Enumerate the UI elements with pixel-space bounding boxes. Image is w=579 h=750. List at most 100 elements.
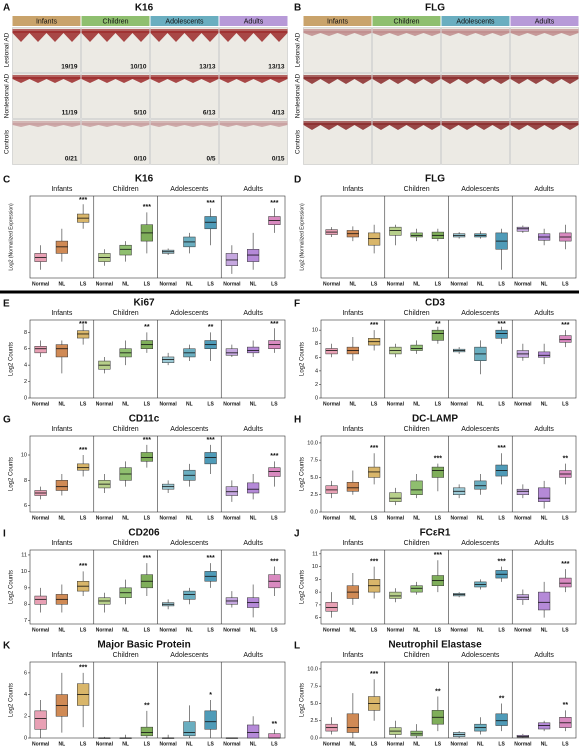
epidermis-band	[81, 29, 150, 33]
y-axis-label: Log2 (Normalized Expression)	[299, 203, 305, 271]
significance: ***	[498, 445, 506, 452]
x-tick-label: LS	[371, 281, 378, 287]
x-tick-label: Normal	[32, 741, 50, 747]
group-label: Infants	[51, 426, 73, 433]
group-label: Adolescents	[170, 186, 209, 193]
panel-title: FCεR1	[420, 528, 451, 539]
histology-image	[81, 119, 150, 165]
group-label: Children	[113, 186, 139, 193]
epidermis-band	[510, 29, 579, 33]
x-tick-label: LS	[207, 401, 214, 407]
box	[431, 329, 444, 341]
panel-letter: G	[3, 415, 11, 426]
x-tick-label: LS	[498, 281, 505, 287]
group-label: Adolescents	[170, 540, 209, 547]
box	[495, 329, 508, 339]
group-label: Infants	[342, 186, 364, 193]
significance: ***	[498, 321, 506, 328]
significance: ***	[270, 200, 278, 207]
group-label: Children	[113, 426, 139, 433]
x-tick-label: LS	[371, 515, 378, 521]
y-axis-label: Log2 Counts	[9, 570, 15, 604]
y-tick-label: 10	[312, 328, 318, 334]
histology-image	[219, 119, 288, 165]
y-tick-label: 2	[315, 382, 318, 388]
epidermis-band	[150, 75, 219, 79]
x-tick-label: LS	[207, 515, 214, 521]
column-label: Infants	[36, 18, 58, 25]
significance: ***	[79, 447, 87, 454]
y-axis-label: Log2 Counts	[300, 342, 306, 376]
y-tick-label: 4	[315, 368, 318, 374]
column-label: Adults	[244, 18, 264, 25]
box	[346, 482, 359, 492]
x-tick-label: Normal	[451, 401, 469, 407]
x-tick-label: NL	[541, 281, 548, 287]
x-tick-label: Normal	[32, 515, 50, 521]
row-label: Nonlesional AD	[4, 73, 11, 118]
panel-title: Neutrophil Elastase	[388, 640, 482, 651]
x-tick-label: NL	[186, 281, 193, 287]
x-tick-label: LS	[435, 627, 442, 633]
x-tick-label: NL	[477, 627, 484, 633]
group-label: Adults	[534, 186, 554, 193]
x-tick-label: LS	[80, 627, 87, 633]
significance: ***	[561, 561, 569, 568]
significance: **	[208, 324, 214, 331]
x-tick-label: LS	[271, 281, 278, 287]
histology-image	[303, 27, 372, 73]
x-tick-label: LS	[80, 515, 87, 521]
group-label: Adolescents	[461, 186, 500, 193]
x-tick-label: Normal	[387, 281, 405, 287]
panel-letter: E	[3, 299, 10, 310]
x-tick-label: Normal	[96, 741, 114, 747]
epidermis-band	[441, 75, 510, 79]
group-label: Infants	[51, 186, 73, 193]
box	[140, 452, 153, 462]
group-label: Adults	[534, 310, 554, 317]
x-tick-label: Normal	[387, 401, 405, 407]
fraction: 6/13	[203, 110, 216, 117]
x-tick-label: NL	[59, 515, 66, 521]
group-label: Children	[404, 310, 430, 317]
x-tick-label: Normal	[223, 741, 241, 747]
x-tick-label: LS	[371, 401, 378, 407]
y-tick-label: 10	[312, 564, 318, 570]
significance: ***	[79, 563, 87, 570]
y-axis-label: Log2 Counts	[300, 457, 306, 491]
x-tick-label: Normal	[160, 741, 178, 747]
x-tick-label: Normal	[451, 281, 469, 287]
epidermis-band	[303, 29, 372, 33]
x-tick-label: Normal	[96, 627, 114, 633]
y-tick-label: 8	[24, 478, 27, 484]
panel-title: DC-LAMP	[412, 414, 458, 425]
x-tick-label: Normal	[323, 515, 341, 521]
x-tick-label: Normal	[223, 627, 241, 633]
group-label: Infants	[342, 310, 364, 317]
x-tick-label: Normal	[387, 515, 405, 521]
box	[495, 713, 508, 726]
x-tick-label: Normal	[323, 627, 341, 633]
x-tick-label: LS	[562, 515, 569, 521]
epidermis-band	[372, 121, 441, 125]
x-tick-label: NL	[122, 741, 129, 747]
epidermis-band	[441, 29, 510, 33]
box	[183, 590, 196, 600]
panel-letter: H	[294, 415, 301, 426]
x-tick-label: NL	[350, 627, 357, 633]
x-tick-label: LS	[435, 741, 442, 747]
box	[325, 348, 338, 355]
box	[225, 486, 238, 496]
column-label: Children	[393, 18, 419, 25]
histology-image	[441, 27, 510, 73]
significance: ***	[370, 558, 378, 565]
x-tick-label: LS	[80, 281, 87, 287]
significance: **	[144, 324, 150, 331]
box	[538, 351, 551, 358]
significance: **	[563, 702, 569, 709]
fraction: 19/19	[61, 64, 78, 71]
y-tick-label: 7	[315, 602, 318, 608]
x-tick-label: LS	[80, 741, 87, 747]
box	[410, 344, 423, 351]
